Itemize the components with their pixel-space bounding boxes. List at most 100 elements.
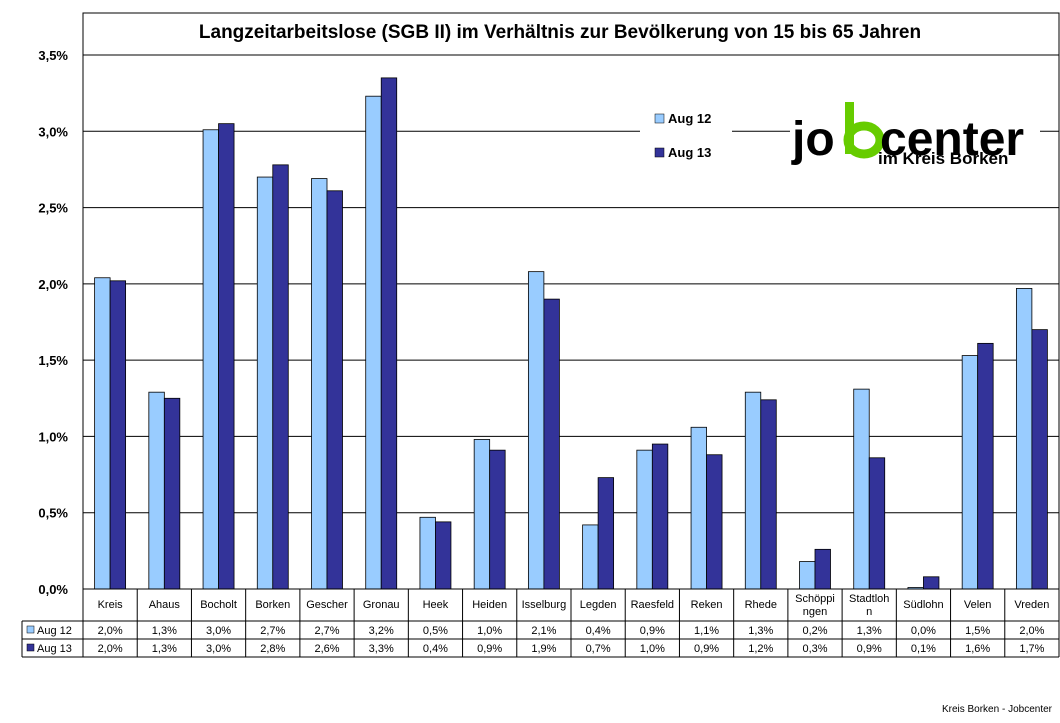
data-label: 0,1% [911, 643, 936, 655]
logo-text-right: center [880, 113, 1024, 166]
bars [94, 77, 1048, 590]
category-label: Vreden [1014, 599, 1049, 611]
y-tick-label: 1,5% [38, 353, 68, 368]
data-label: 2,0% [1019, 625, 1044, 637]
bar-aug-12 [853, 388, 870, 590]
bar-aug-12 [799, 561, 816, 590]
data-label: 0,7% [586, 643, 611, 655]
data-label: 0,9% [857, 643, 882, 655]
category-label: Reken [691, 599, 723, 611]
category-label: Ahaus [149, 599, 181, 611]
data-label: 1,0% [477, 625, 502, 637]
data-label: 1,3% [152, 625, 177, 637]
bar-aug-13 [706, 454, 723, 590]
data-label: 2,8% [260, 643, 285, 655]
data-label: 3,2% [369, 625, 394, 637]
table-swatch [26, 643, 35, 652]
table-series-label: Aug 12 [37, 625, 72, 637]
bar-aug-12 [94, 277, 111, 590]
data-label: 3,3% [369, 643, 394, 655]
gridlines [83, 54, 1059, 514]
y-tick-label: 3,5% [38, 48, 68, 63]
legend-box [640, 98, 732, 170]
y-tick-label: 3,0% [38, 124, 68, 139]
bar-aug-13 [923, 576, 940, 590]
data-label: 1,1% [694, 625, 719, 637]
category-label: Südlohn [903, 599, 943, 611]
y-axis-ticks: 0,0% 0,5% 1,0% 1,5% 2,0% 2,5% 3,0% 3,5% [38, 48, 68, 597]
data-label: 1,5% [965, 625, 990, 637]
data-label: 3,0% [206, 625, 231, 637]
data-label: 2,7% [314, 625, 339, 637]
chart-title: Langzeitarbeitslose (SGB II) im Verhältn… [199, 22, 921, 43]
bar-aug-12 [365, 95, 382, 590]
category-label: Isselburg [522, 599, 567, 611]
data-label: 2,1% [531, 625, 556, 637]
logo-text-left: jo [791, 113, 835, 166]
bar-aug-12 [202, 129, 219, 590]
logo-background [790, 100, 1040, 170]
bar-aug-13 [435, 521, 452, 590]
bar-aug-13 [326, 190, 343, 590]
data-label: 1,3% [748, 625, 773, 637]
data-label: 2,0% [98, 625, 123, 637]
data-label: 1,6% [965, 643, 990, 655]
data-label: 1,2% [748, 643, 773, 655]
category-label: Bocholt [200, 599, 237, 611]
category-label: Heek [423, 599, 449, 611]
bar-aug-13 [489, 449, 506, 590]
category-label: Velen [964, 599, 992, 611]
bar-aug-12 [961, 355, 979, 590]
legend-label-aug-13: Aug 13 [668, 145, 711, 160]
bar-aug-13 [977, 342, 994, 590]
y-tick-label: 0,5% [38, 506, 68, 521]
bar-aug-12 [1015, 288, 1033, 590]
category-label: Heiden [472, 599, 507, 611]
jobcenter-logo: jo center im Kreis Borken [790, 100, 1040, 170]
bar-aug-13 [651, 443, 669, 590]
legend-swatch-aug-12 [654, 113, 665, 124]
data-label: 0,2% [802, 625, 827, 637]
bar-aug-13 [272, 164, 289, 590]
logo-b-mark [843, 102, 885, 159]
data-label: 1,9% [531, 643, 556, 655]
y-tick-label: 0,0% [38, 582, 68, 597]
y-tick-label: 2,5% [38, 201, 68, 216]
bar-aug-12 [582, 524, 599, 590]
category-label: Borken [255, 599, 290, 611]
bar-aug-13 [1031, 329, 1048, 590]
category-label: Raesfeld [631, 599, 674, 611]
bar-aug-12 [744, 391, 762, 590]
bar-aug-13 [543, 298, 560, 590]
data-label: 2,0% [98, 643, 123, 655]
bar-aug-13 [218, 123, 235, 590]
category-label: Legden [580, 599, 617, 611]
data-label: 1,7% [1019, 643, 1044, 655]
bar-aug-13 [868, 457, 886, 590]
data-table: Kreis Ahaus Bocholt Borken Gescher Gronau Heek… [21, 588, 1060, 658]
bar-aug-12 [311, 178, 328, 590]
data-label: 2,6% [314, 643, 339, 655]
bar-aug-12 [690, 426, 707, 590]
legend-swatch-aug-13 [654, 147, 665, 158]
legend-label-aug-12: Aug 12 [668, 111, 711, 126]
category-label: Gronau [363, 599, 400, 611]
bar-aug-13 [109, 280, 127, 590]
logo-subtitle: im Kreis Borken [878, 149, 1008, 168]
bar-aug-12 [256, 176, 274, 590]
data-label: 0,0% [911, 625, 936, 637]
bar-aug-13 [380, 77, 398, 590]
legend: Aug 12 Aug 13 [640, 98, 732, 170]
category-label: Schöppi ngen [795, 593, 835, 618]
bar-aug-12 [148, 391, 165, 590]
category-label: Kreis [98, 599, 124, 611]
table-series-label: Aug 13 [37, 643, 72, 655]
bar-aug-12 [419, 516, 436, 590]
table-swatch [26, 625, 35, 634]
data-label: 1,0% [640, 643, 665, 655]
category-label: Stadtloh n [849, 593, 889, 618]
logo-b-bowl [843, 121, 885, 159]
footer-source: Kreis Borken - Jobcenter [942, 704, 1053, 715]
